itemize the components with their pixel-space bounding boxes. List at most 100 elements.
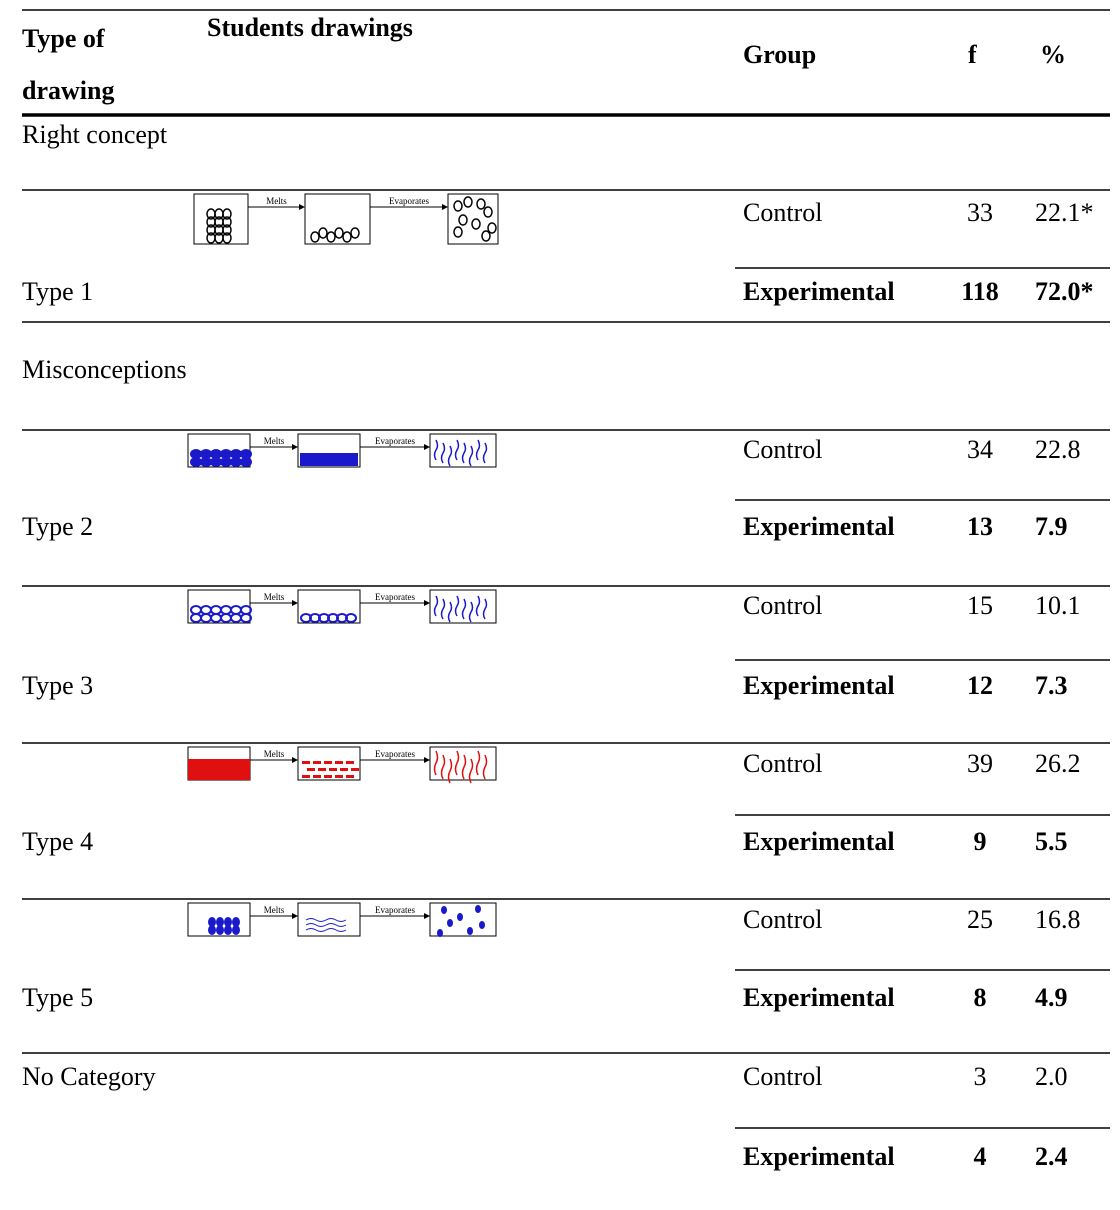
arrow-label: Evaporates: [375, 436, 415, 446]
f-value: 8: [973, 983, 987, 1012]
particle: [351, 768, 359, 771]
particle: [232, 925, 240, 935]
particle: [216, 925, 224, 935]
particle: [463, 196, 473, 208]
percent-value: 7.9: [1035, 512, 1068, 541]
particle: [335, 761, 343, 764]
particle: [222, 208, 232, 220]
particle: [220, 457, 232, 467]
f-value: 4: [973, 1142, 987, 1171]
gas: [475, 750, 481, 776]
f-value: 15: [967, 591, 993, 620]
arrow-label: Evaporates: [375, 592, 415, 602]
arrow-head: [299, 204, 305, 210]
particle: [487, 222, 497, 234]
group: Experimental: [743, 277, 895, 306]
particle: [453, 226, 463, 238]
particle: [453, 200, 463, 212]
gas: [433, 595, 439, 617]
arrow-label: Melts: [264, 749, 285, 759]
f-value: 34: [967, 435, 993, 464]
percent-value: 22.8: [1035, 435, 1081, 464]
type-label: Type 4: [22, 827, 94, 856]
student-drawing: Melts Evaporates: [187, 746, 497, 784]
drawing-box: [304, 193, 371, 245]
section-label: Right concept: [22, 120, 168, 149]
particle: [471, 218, 481, 230]
liquid: [300, 453, 358, 466]
group: Control: [743, 905, 823, 934]
gas: [461, 754, 467, 780]
percent-value: 5.5: [1035, 827, 1068, 856]
particle: [326, 231, 336, 243]
gas: [482, 754, 488, 780]
header-group: Group: [743, 40, 817, 69]
gas: [440, 598, 446, 620]
percent-value: 22.1*: [1035, 198, 1094, 227]
arrow-label: Melts: [266, 196, 287, 206]
percent-value: 10.1: [1035, 591, 1081, 620]
percent-value: 72.0*: [1035, 277, 1094, 306]
gas: [440, 754, 446, 780]
gas: [447, 601, 453, 623]
group: Experimental: [743, 671, 895, 700]
particle: [313, 775, 321, 778]
gas: [482, 598, 488, 620]
particle: [232, 917, 240, 927]
particle: [335, 775, 343, 778]
gas: [468, 445, 474, 467]
particle: [324, 775, 332, 778]
arrow-label: Evaporates: [375, 905, 415, 915]
f-value: 25: [967, 905, 993, 934]
percent-value: 16.8: [1035, 905, 1081, 934]
particle: [307, 768, 315, 771]
particle: [342, 231, 352, 243]
liquid: [188, 759, 250, 780]
particle: [467, 927, 473, 935]
particle: [240, 449, 252, 459]
section-label: Misconceptions: [22, 355, 187, 384]
gas: [447, 445, 453, 467]
gas: [475, 439, 481, 461]
percent-value: 2.0: [1035, 1062, 1068, 1091]
particle: [475, 905, 481, 913]
arrow-label: Evaporates: [389, 196, 429, 206]
particle: [210, 457, 222, 467]
particle: [230, 449, 242, 459]
liquid: [305, 928, 347, 932]
particle: [240, 605, 252, 615]
particle: [318, 227, 328, 239]
type-label: Type 5: [22, 983, 94, 1012]
gas: [482, 442, 488, 464]
group: Control: [743, 591, 823, 620]
group: Experimental: [743, 1142, 895, 1171]
particle: [302, 761, 310, 764]
group: Experimental: [743, 983, 895, 1012]
percent-value: 7.3: [1035, 671, 1068, 700]
arrow-label: Melts: [264, 436, 285, 446]
particle: [479, 921, 485, 929]
group: Experimental: [743, 827, 895, 856]
particle: [190, 457, 202, 467]
gas: [433, 750, 439, 776]
particle: [340, 768, 348, 771]
student-drawing: Melts Evaporates: [193, 193, 499, 245]
arrow-head: [424, 600, 430, 606]
particle: [208, 925, 216, 935]
gas: [433, 439, 439, 461]
group: Experimental: [743, 512, 895, 541]
f-value: 39: [967, 749, 993, 778]
particle: [346, 761, 354, 764]
type-label: Type 3: [22, 671, 94, 700]
particle: [483, 206, 493, 218]
particle: [220, 449, 232, 459]
particle: [447, 919, 453, 927]
gas: [447, 758, 453, 784]
particle: [310, 231, 320, 243]
arrow-head: [424, 913, 430, 919]
particle: [346, 775, 354, 778]
particle: [224, 917, 232, 927]
gas: [461, 598, 467, 620]
